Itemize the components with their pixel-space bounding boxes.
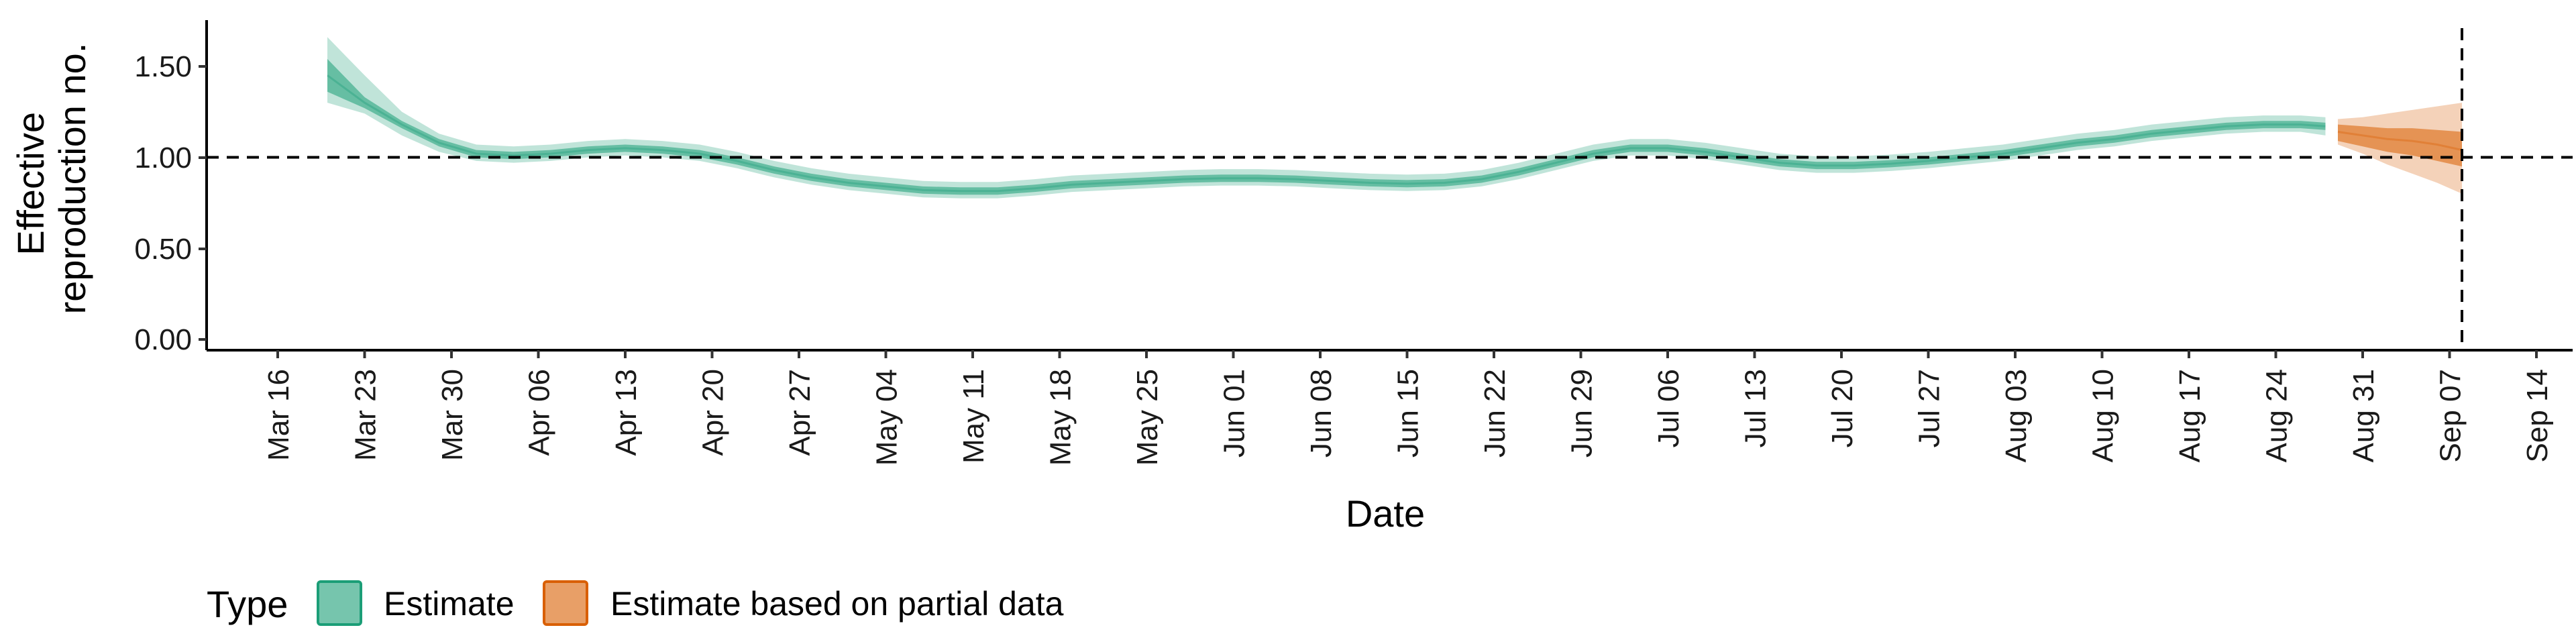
x-tick-label: Jun 15	[1392, 369, 1425, 458]
x-tick-label: Jun 29	[1566, 369, 1599, 458]
legend-key-estimate	[317, 580, 362, 626]
x-tick-label: Aug 31	[2347, 369, 2380, 462]
x-tick-label: Sep 14	[2521, 369, 2554, 462]
x-tick-label: Mar 16	[262, 369, 295, 461]
x-tick-label: Jun 08	[1305, 369, 1338, 458]
tick-layer: 0.00 0.50 1.00 1.50 Mar 16 Mar 23 Mar 30 Apr 06…	[134, 50, 2554, 466]
ribbon-90-estimate	[327, 37, 2326, 199]
x-tick-label: Aug 17	[2174, 369, 2206, 462]
y-axis-title-line-1: Effective	[9, 112, 52, 256]
x-tick-label: Mar 23	[350, 369, 382, 461]
ribbon-layer	[327, 37, 2463, 199]
reference-lines	[207, 28, 2573, 350]
x-axis-title: Date	[1346, 492, 1425, 535]
axes	[205, 20, 2573, 352]
x-tick-label: Jul 27	[1913, 369, 1946, 447]
legend-title: Type	[207, 583, 288, 625]
y-tick-label: 1.00	[134, 142, 192, 174]
x-tick-label: Jun 22	[1479, 369, 1511, 458]
y-axis-title-line-2: reproduction no.	[51, 43, 93, 315]
x-tick-label: Apr 20	[697, 369, 730, 456]
x-tick-label: Sep 07	[2434, 369, 2467, 462]
legend-key-partial	[543, 580, 588, 626]
median-line-partial	[2337, 131, 2463, 152]
x-tick-label: Jul 06	[1652, 369, 1685, 447]
y-tick-label: 0.50	[134, 233, 192, 266]
x-tick-label: May 18	[1044, 369, 1077, 466]
legend: Type Estimate Estimate based on partial …	[207, 580, 1064, 626]
legend-label-partial: Estimate based on partial data	[610, 585, 1064, 623]
x-tick-label: Apr 13	[610, 369, 643, 456]
median-line-estimate	[327, 74, 2326, 193]
x-tick-label: May 11	[957, 369, 990, 464]
y-tick-label: 0.00	[134, 323, 192, 356]
x-tick-label: Jul 20	[1826, 369, 1859, 447]
x-tick-label: Aug 10	[2087, 369, 2120, 462]
x-tick-label: Apr 27	[784, 369, 816, 456]
legend-label-estimate: Estimate	[384, 585, 515, 623]
y-tick-label: 1.50	[134, 50, 192, 83]
x-tick-label: Mar 30	[436, 369, 469, 461]
x-tick-label: Aug 24	[2261, 369, 2294, 462]
x-tick-label: May 04	[871, 369, 904, 466]
x-tick-label: Aug 03	[2000, 369, 2033, 462]
x-tick-label: May 25	[1131, 369, 1164, 466]
x-tick-label: Jun 01	[1218, 369, 1251, 458]
x-tick-label: Jul 13	[1739, 369, 1772, 447]
x-tick-label: Apr 06	[523, 369, 556, 456]
y-axis-title: Effective reproduction no.	[9, 43, 93, 315]
ribbon-50-partial	[2338, 124, 2462, 167]
